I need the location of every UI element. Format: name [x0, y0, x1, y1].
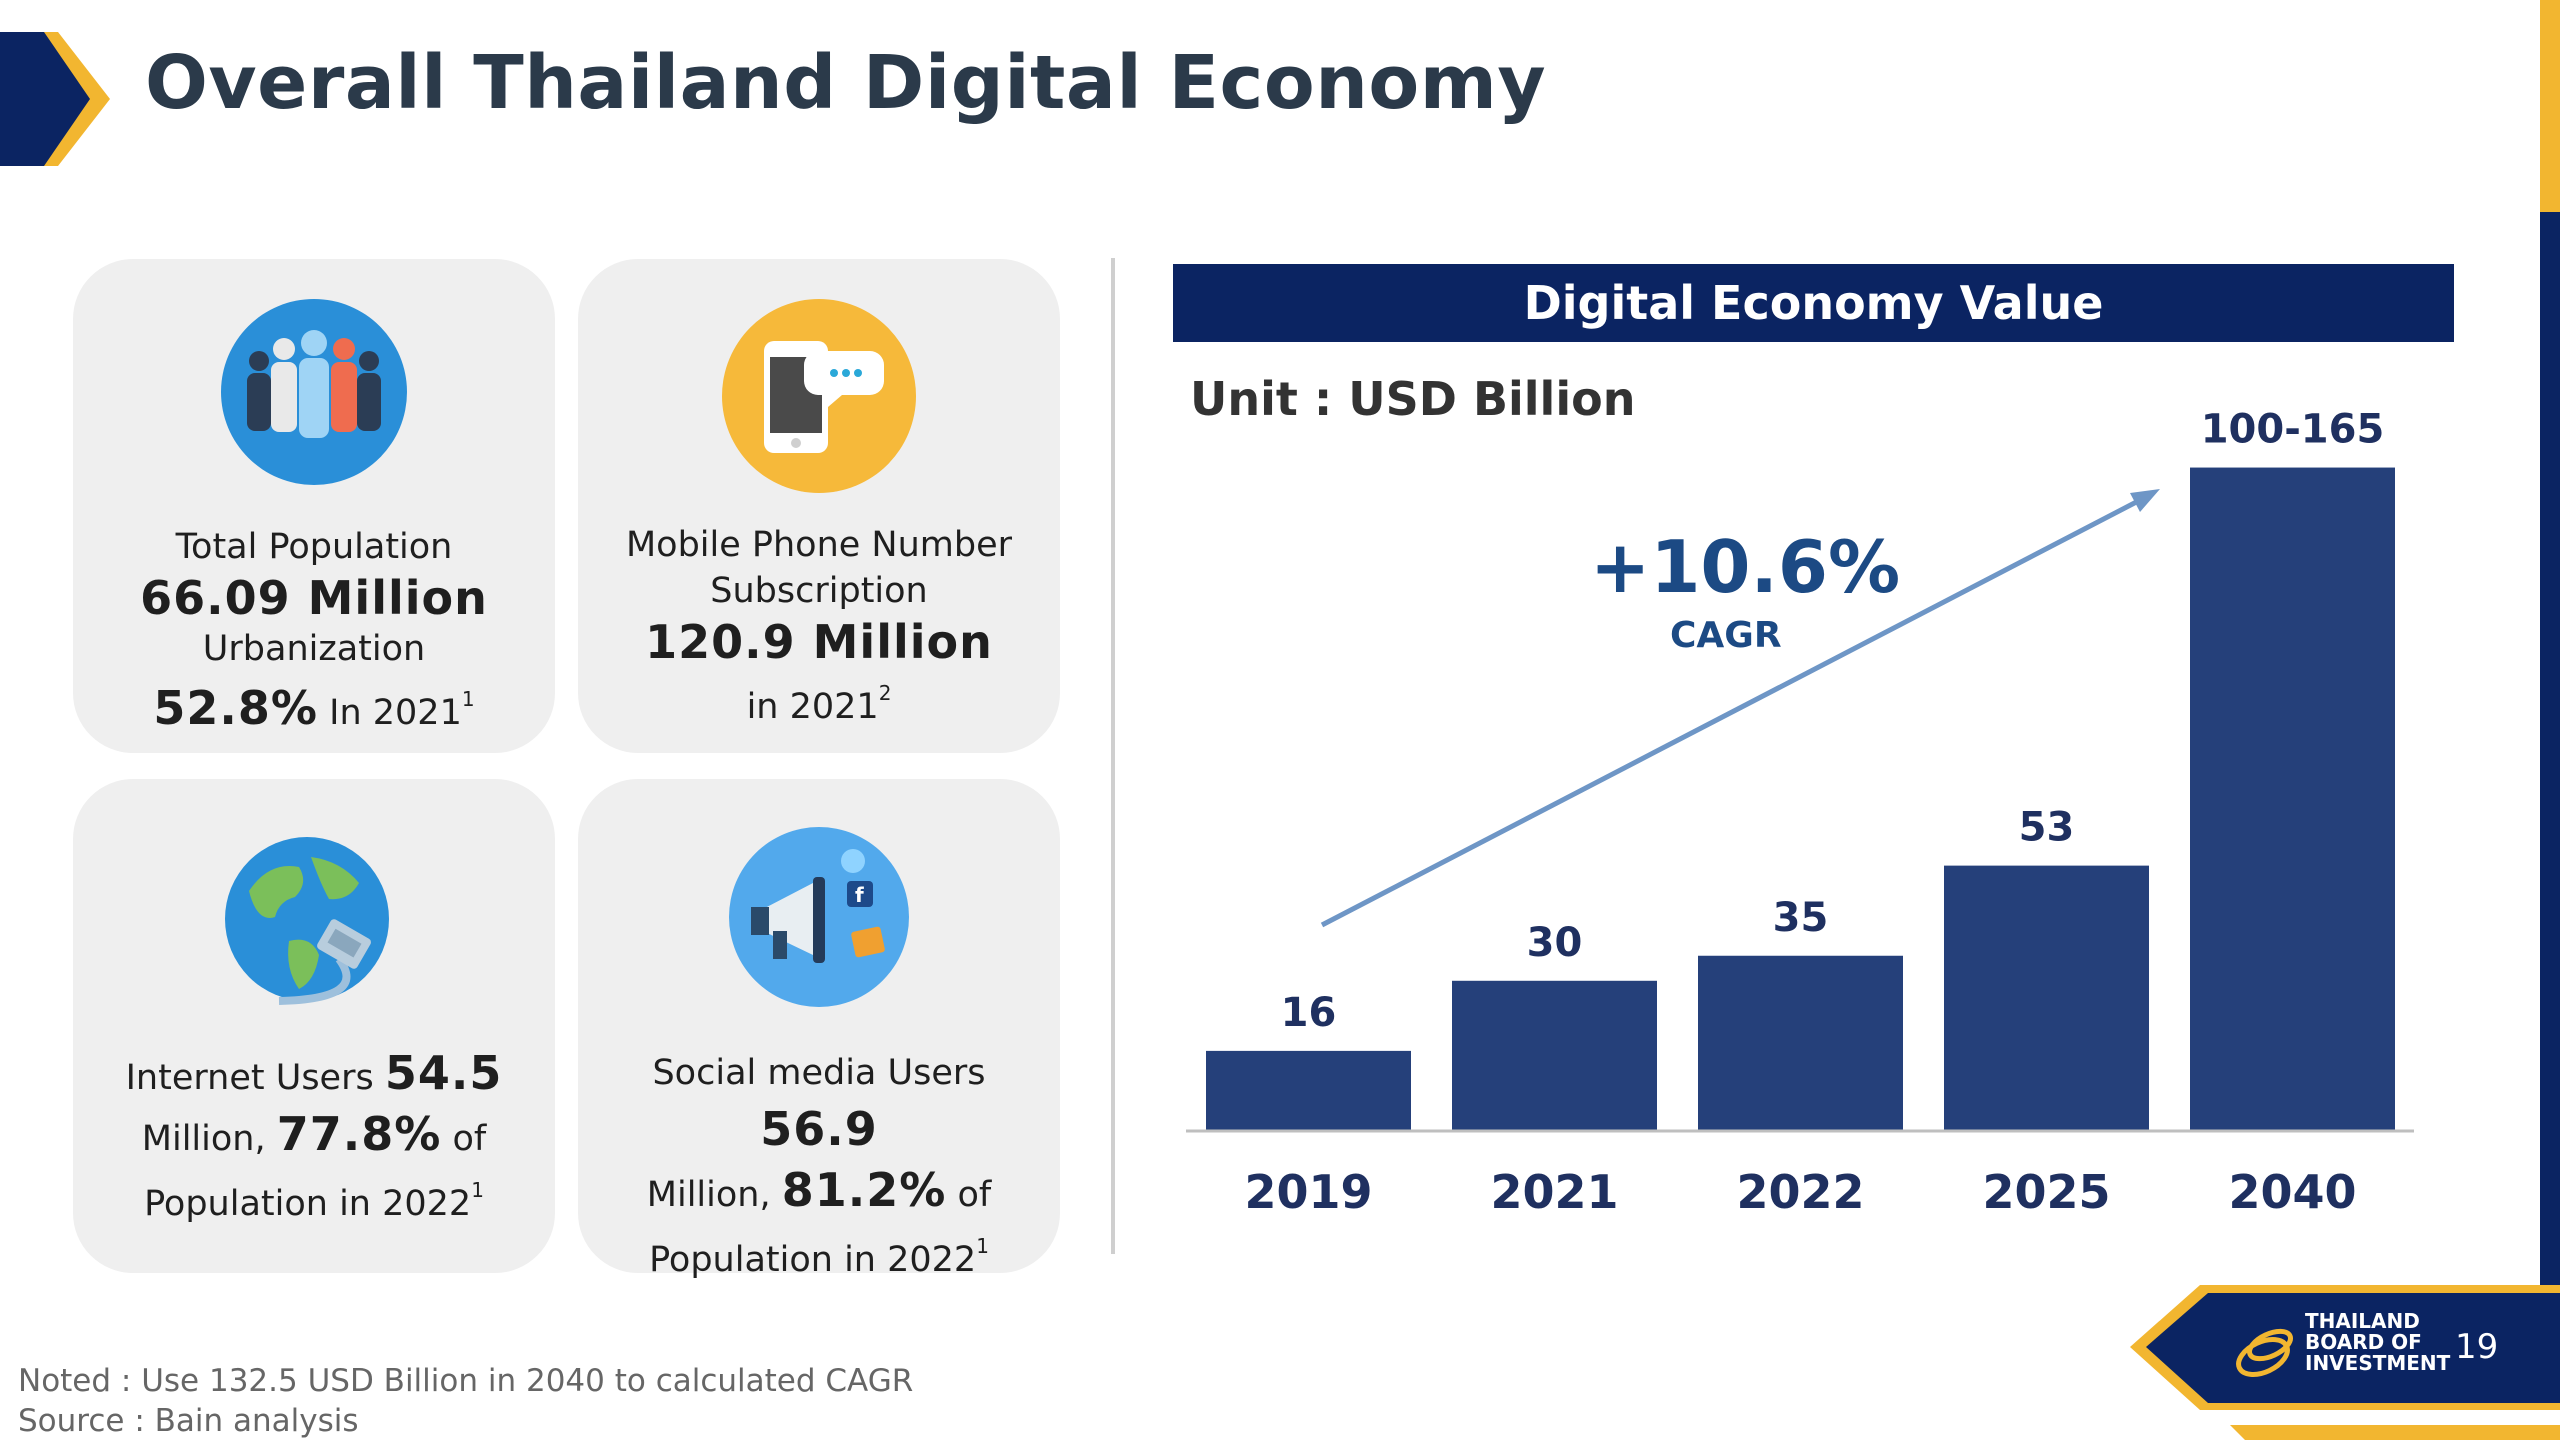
data-label-2021: 30: [1527, 920, 1583, 966]
footnote-marker: 1: [461, 687, 475, 711]
globe-cable-icon: [225, 837, 389, 1005]
x-tick-2022: 2022: [1736, 1165, 1864, 1219]
bar-2040: [2190, 467, 2395, 1131]
footnote-marker: 1: [471, 1178, 484, 1202]
urbanization-year: In 2021: [329, 693, 462, 733]
social-of: of: [957, 1175, 992, 1215]
mobile-label-line1: Mobile Phone Number: [625, 525, 1013, 565]
mobile-value: 120.9 Million: [645, 615, 993, 669]
page-number: 19: [2455, 1327, 2499, 1367]
bar-2022: [1698, 955, 1903, 1131]
footer-banner: [2130, 1285, 2560, 1440]
bar-2021: [1452, 980, 1657, 1131]
x-tick-2021: 2021: [1490, 1165, 1618, 1219]
data-label-2040: 100-165: [2201, 407, 2385, 453]
social-value: 56.9: [760, 1102, 878, 1156]
bar-2025: [1944, 865, 2149, 1131]
social-tail: Population in 2022: [649, 1240, 977, 1280]
footnote-marker: 2: [878, 681, 892, 705]
internet-pct: 77.8%: [276, 1107, 442, 1161]
population-card: Total Population 66.09 Million Urbanizat…: [73, 259, 555, 753]
footnote: Noted : Use 132.5 USD Billion in 2040 to…: [18, 1361, 913, 1441]
page-title: Overall Thailand Digital Economy: [145, 40, 1547, 126]
cagr-arrow: [1320, 494, 2148, 928]
mobile-chat-icon: [722, 299, 916, 493]
boi-line2: BOARD OF: [2305, 1330, 2422, 1354]
section-divider: [1111, 258, 1115, 1254]
cagr-label: CAGR: [1670, 615, 1782, 656]
right-accent-bar: [2540, 0, 2560, 1290]
megaphone-social-icon: f: [729, 827, 909, 1007]
cagr-arrowhead: [2130, 489, 2160, 512]
chart-title: Digital Economy Value: [1173, 264, 2454, 342]
social-pct: 81.2%: [781, 1163, 947, 1217]
internet-tail: Population in 2022: [144, 1184, 472, 1224]
internet-label: Internet Users: [125, 1058, 374, 1098]
social-card: f Social media Users 56.9 Million, 81.2%…: [578, 779, 1060, 1280]
cagr-value: +10.6%: [1590, 525, 1901, 609]
data-label-2022: 35: [1773, 895, 1829, 941]
internet-unit: Million,: [141, 1119, 266, 1159]
internet-card: Internet Users 54.5 Million, 77.8% of Po…: [73, 779, 555, 1273]
data-label-2019: 16: [1281, 990, 1337, 1036]
boi-logo-text: THAILAND BOARD OF INVESTMENT: [2305, 1311, 2450, 1374]
footnote-note: Noted : Use 132.5 USD Billion in 2040 to…: [18, 1363, 914, 1399]
population-label: Total Population: [175, 527, 453, 567]
mobile-year: in 2021: [746, 687, 879, 727]
svg-text:f: f: [855, 883, 864, 907]
x-tick-2040: 2040: [2228, 1165, 2356, 1219]
header-chevron-icon: [0, 32, 110, 166]
x-tick-2025: 2025: [1982, 1165, 2110, 1219]
data-label-2025: 53: [2019, 805, 2075, 851]
social-label: Social media Users: [652, 1053, 986, 1093]
people-icon: [221, 299, 407, 485]
boi-logo-icon: [2236, 1328, 2293, 1377]
footnote-marker: 1: [976, 1234, 989, 1258]
urbanization-label: Urbanization: [202, 629, 426, 669]
bar-2019: [1206, 1050, 1411, 1131]
internet-value: 54.5: [384, 1046, 503, 1100]
x-tick-2019: 2019: [1244, 1165, 1372, 1219]
population-value: 66.09 Million: [140, 571, 488, 625]
boi-line3: INVESTMENT: [2305, 1351, 2451, 1375]
mobile-card: Mobile Phone Number Subscription 120.9 M…: [578, 259, 1060, 753]
internet-of: of: [452, 1119, 487, 1159]
boi-line1: THAILAND: [2305, 1309, 2420, 1333]
social-unit: Million,: [646, 1175, 771, 1215]
footnote-source: Source : Bain analysis: [18, 1403, 359, 1439]
mobile-label-line2: Subscription: [710, 571, 928, 611]
chart-unit-label: Unit : USD Billion: [1190, 372, 1636, 426]
urbanization-value: 52.8%: [153, 681, 318, 735]
